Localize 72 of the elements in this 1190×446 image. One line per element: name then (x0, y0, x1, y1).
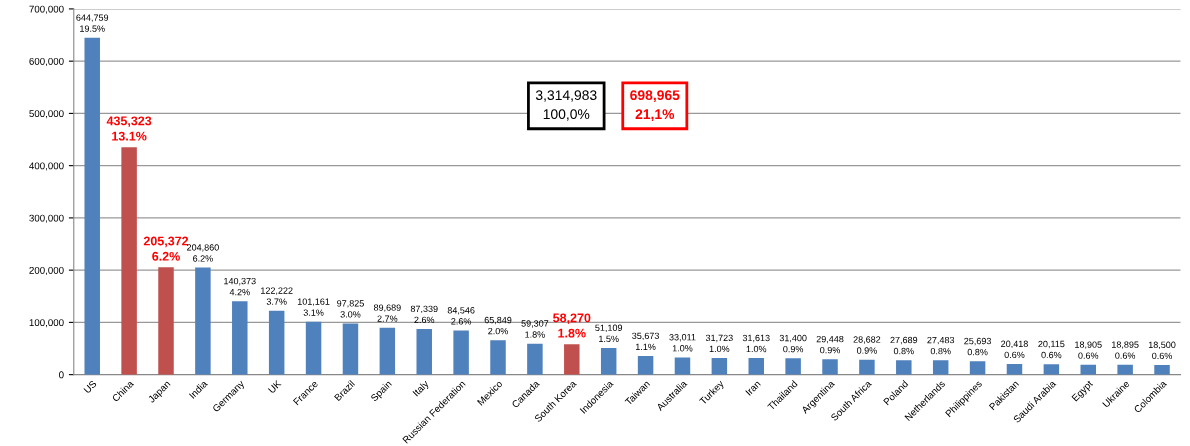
bar (564, 344, 580, 375)
data-label: 31,400 0.9% (779, 334, 807, 353)
data-label: 87,339 2.6% (410, 305, 438, 324)
bar (453, 330, 469, 375)
data-label: 122,222 3.7% (261, 287, 293, 305)
data-label: 31,613 1.0% (742, 334, 770, 353)
data-label: 18,905 0.6% (1075, 341, 1102, 359)
data-label: 20,418 0.6% (1001, 340, 1028, 359)
data-label: 18,500 0.6% (1148, 341, 1176, 360)
y-tick-label: 400,000 (29, 162, 64, 171)
bar (416, 329, 432, 375)
data-label: 435,323 13.1% (106, 116, 152, 141)
y-tick-label: 300,000 (29, 214, 64, 223)
data-label: 101,161 3.1% (297, 298, 330, 316)
data-label: 58,270 1.8% (553, 313, 591, 338)
bar (305, 321, 322, 375)
bar (674, 357, 691, 375)
y-tick-label: 200,000 (29, 266, 64, 275)
annotation: 698,965 21,1% (630, 90, 680, 122)
bar (1117, 364, 1133, 375)
y-tick-label: 600,000 (29, 57, 64, 66)
data-label: 97,825 3.0% (337, 300, 364, 318)
data-label: 31,723 1.0% (705, 334, 733, 353)
y-tick-label: 100,000 (29, 319, 64, 328)
bar (600, 347, 617, 375)
bar (232, 301, 248, 375)
bar (121, 147, 137, 375)
data-label: 59,307 1.8% (521, 320, 549, 338)
bar (84, 37, 100, 375)
bar (1006, 363, 1023, 375)
data-label: 140,373 4.2% (224, 277, 256, 296)
y-tick-label: 500,000 (29, 110, 64, 119)
data-label: 84,546 2.6% (447, 307, 475, 325)
data-label: 644,759 19.5% (76, 14, 109, 32)
bar (748, 358, 764, 375)
bar (268, 310, 285, 375)
data-label: 51,109 1.5% (595, 324, 623, 342)
data-label: 18,895 0.6% (1112, 341, 1139, 359)
bar (158, 267, 174, 375)
data-label: 20,115 0.6% (1038, 340, 1065, 359)
x-tick-label: UK (267, 379, 282, 394)
bar (1154, 364, 1170, 375)
data-label: 89,689 2.7% (373, 304, 401, 322)
data-label: 25,693 0.8% (964, 337, 991, 356)
x-tick-label: US (83, 380, 97, 394)
bar (527, 343, 543, 375)
x-tick-label: Italy (412, 379, 431, 398)
bar (637, 356, 654, 375)
bar (379, 327, 396, 375)
bar (1043, 364, 1060, 375)
bar (969, 361, 986, 375)
bar (195, 267, 211, 375)
data-label: 65,849 2.0% (484, 316, 512, 335)
bar (785, 358, 801, 375)
data-label: 29,448 0.9% (816, 335, 844, 354)
bar (711, 358, 728, 375)
data-label: 27,689 0.8% (890, 336, 918, 355)
y-tick-label: 700,000 (29, 5, 64, 14)
bar (822, 359, 838, 375)
y-tick-label: 0 (59, 371, 64, 379)
bar (859, 359, 875, 375)
x-tick-label: Iran (745, 380, 761, 396)
data-label: 204,860 6.2% (187, 244, 219, 262)
data-label: 27,483 0.8% (927, 336, 955, 355)
bar (932, 360, 949, 375)
bar (896, 360, 912, 375)
annotation: 3,314,983 100,0% (535, 90, 597, 121)
bar (490, 340, 506, 375)
data-label: 33,011 1.0% (669, 334, 696, 352)
bar (342, 323, 359, 375)
data-label: 28,682 0.9% (853, 336, 881, 354)
data-label: 35,673 1.1% (632, 332, 659, 351)
